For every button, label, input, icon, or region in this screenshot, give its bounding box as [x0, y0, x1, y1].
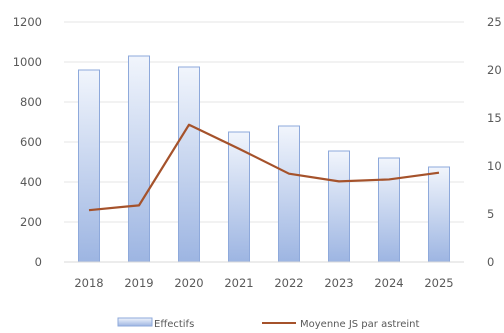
legend: Effectifs Moyenne JS par astreint: [117, 317, 419, 330]
x-tick-label: 2025: [424, 276, 453, 290]
left-tick-label: 400: [20, 175, 42, 189]
x-tick-label: 2018: [74, 276, 103, 290]
right-tick-label: 5: [487, 207, 494, 221]
x-tick-label: 2020: [174, 276, 203, 290]
left-tick-label: 1200: [13, 15, 42, 29]
right-tick-label: 15: [487, 111, 502, 125]
left-tick-label: 600: [20, 135, 42, 149]
bar-effectifs-2024: [378, 157, 400, 263]
right-axis-tick-labels: 0 5 10 15 20 25: [487, 15, 502, 269]
left-tick-label: 200: [20, 215, 42, 229]
left-tick-label: 800: [20, 95, 42, 109]
x-tick-label: 2023: [324, 276, 353, 290]
x-axis-tick-labels: 2018 2019 2020 2021 2022 2023 2024 2025: [74, 276, 453, 290]
gridlines: [64, 21, 464, 223]
x-tick-label: 2021: [224, 276, 253, 290]
right-tick-label: 0: [487, 255, 494, 269]
right-tick-label: 25: [487, 15, 502, 29]
bar-effectifs-2025: [428, 166, 450, 263]
bar-effectifs-2022: [278, 125, 300, 263]
bar-effectifs-2020: [178, 66, 200, 263]
x-tick-label: 2022: [274, 276, 303, 290]
bar-effectifs-2019: [128, 55, 150, 263]
left-axis-tick-labels: 0 200 400 600 800 1000 1200: [13, 15, 42, 269]
right-tick-label: 10: [487, 159, 502, 173]
effectifs-bars: [78, 55, 450, 263]
legend-label-effectifs: Effectifs: [154, 319, 194, 330]
moyenne-line: [88, 123, 440, 212]
left-tick-label: 0: [35, 255, 42, 269]
bar-effectifs-2023: [328, 150, 350, 263]
x-tick-label: 2019: [124, 276, 153, 290]
right-tick-label: 20: [487, 63, 502, 77]
left-tick-label: 1000: [13, 55, 42, 69]
bar-effectifs-2018: [78, 69, 100, 263]
legend-swatch-effectifs: [117, 317, 153, 327]
legend-label-moyenne: Moyenne JS par astreint: [300, 319, 419, 330]
x-tick-label: 2024: [374, 276, 403, 290]
